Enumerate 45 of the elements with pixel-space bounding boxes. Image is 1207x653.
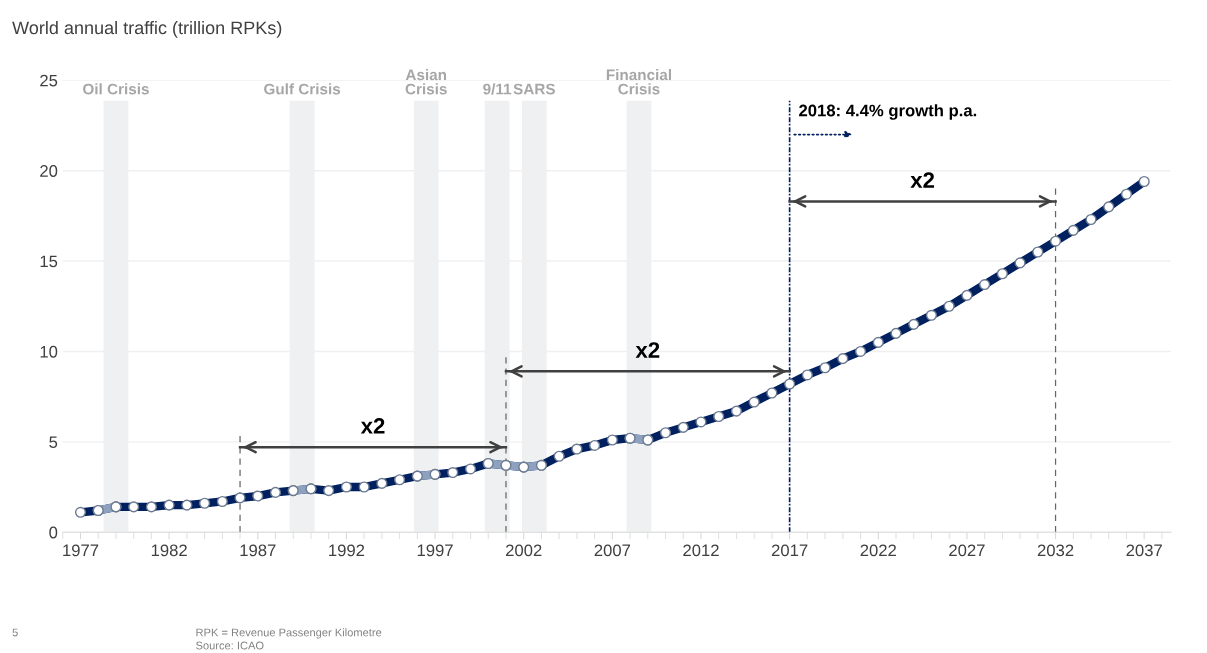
annotation: x2 xyxy=(360,418,385,434)
band-label: SARS xyxy=(513,83,555,95)
point xyxy=(287,485,299,497)
x-tick-label: 1982 xyxy=(151,544,187,557)
source-note: Source: ICAO xyxy=(196,641,264,650)
x-tick-label: 1997 xyxy=(417,544,453,557)
point xyxy=(624,432,636,444)
x-tick-label: 2032 xyxy=(1037,544,1074,557)
y-tick-label: 25 xyxy=(40,74,58,87)
y-tick-label: 20 xyxy=(40,165,58,177)
band-label: Asian Crisis xyxy=(405,69,447,95)
point xyxy=(411,470,423,482)
annotation: x2 xyxy=(635,342,660,358)
text: RPK = Revenue Passenger Kilometre xyxy=(196,628,382,639)
band-label: 9/11 xyxy=(483,83,512,95)
x-tick-label: 2007 xyxy=(594,544,631,557)
point xyxy=(642,434,654,446)
text: 5 xyxy=(12,628,18,637)
point xyxy=(305,483,317,495)
x-tick-label: 2012 xyxy=(683,544,719,557)
band-label: Gulf Crisis xyxy=(264,83,341,95)
point xyxy=(500,459,512,471)
x-tick-label: 2022 xyxy=(860,544,896,557)
annotation: x2 xyxy=(910,172,935,188)
point xyxy=(518,461,530,473)
annotation: 2018: 4.4% growth p.a. xyxy=(799,104,977,120)
y-tick-label: 0 xyxy=(49,526,58,539)
chart-title: World annual traffic (trillion RPKs) xyxy=(12,20,282,38)
y-tick-label: 10 xyxy=(40,345,58,358)
x-tick-label: 1987 xyxy=(240,544,276,557)
x-tick-label: 2037 xyxy=(1126,544,1162,557)
band-label: Financial Crisis xyxy=(606,69,671,95)
x-tick-label: 1992 xyxy=(329,544,365,557)
y-tick-label: 5 xyxy=(49,436,58,449)
point xyxy=(482,457,494,470)
x-tick-label: 1977 xyxy=(63,544,99,557)
band-label: Oil Crisis xyxy=(83,83,149,95)
point xyxy=(92,504,104,517)
point xyxy=(429,468,441,480)
point xyxy=(110,501,122,513)
x-tick-label: 2017 xyxy=(771,544,808,557)
x-tick-label: 2027 xyxy=(949,544,985,557)
point xyxy=(535,459,547,471)
y-tick-label: 15 xyxy=(40,255,58,268)
x-tick-label: 2002 xyxy=(506,544,542,557)
